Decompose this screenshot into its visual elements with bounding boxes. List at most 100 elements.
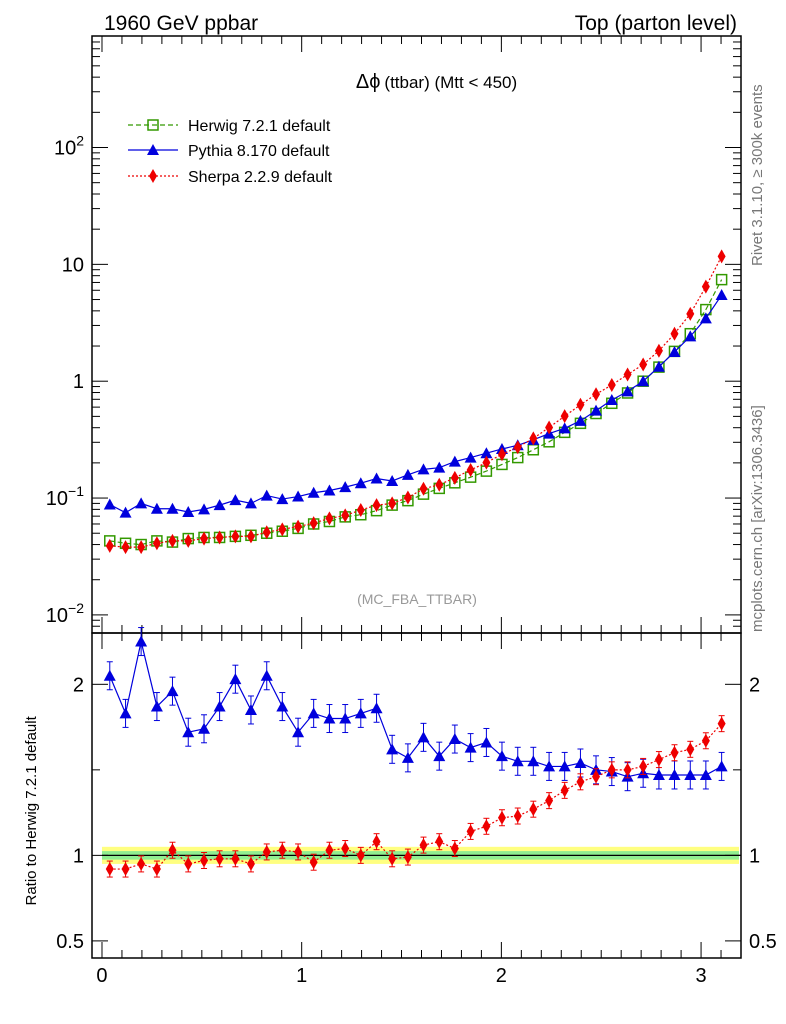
data-point-pythia <box>621 385 634 397</box>
data-point-sherpa <box>450 470 459 485</box>
ratio-point-pythia <box>166 685 179 697</box>
ratio-frame <box>91 632 742 959</box>
ratio-point-sherpa <box>105 862 114 877</box>
data-point-pythia <box>464 451 477 463</box>
legend-marker-sherpa <box>149 169 157 183</box>
ratio-point-pythia <box>684 768 697 780</box>
ratio-point-pythia <box>386 743 399 755</box>
ratio-point-sherpa <box>388 851 397 866</box>
data-point-sherpa <box>152 536 161 551</box>
data-point-sherpa <box>623 367 632 382</box>
data-point-sherpa <box>403 490 412 505</box>
data-point-sherpa <box>168 533 177 548</box>
ratio-point-sherpa <box>717 716 726 731</box>
data-point-pythia <box>292 490 305 502</box>
ratio-point-pythia <box>495 750 508 762</box>
data-point-pythia <box>684 330 697 342</box>
ratio-point-pythia <box>699 768 712 780</box>
data-point-sherpa <box>560 409 569 424</box>
data-point-pythia <box>323 484 336 496</box>
legend-marker-pythia <box>147 144 159 155</box>
chart-title-symbol: Δϕ <box>356 71 381 93</box>
ratio-point-pythia <box>574 757 587 768</box>
legend-label-pythia: Pythia 8.170 default <box>188 143 330 160</box>
data-point-sherpa <box>545 420 554 435</box>
ratio-point-sherpa <box>403 850 412 865</box>
data-point-pythia <box>480 447 493 459</box>
ratio-point-sherpa <box>529 802 538 817</box>
ratio-point-pythia <box>244 703 257 715</box>
ratio-point-pythia <box>260 669 273 681</box>
data-point-sherpa <box>639 357 648 372</box>
data-point-sherpa <box>215 530 224 545</box>
ratio-point-sherpa <box>246 856 255 871</box>
ratio-point-sherpa <box>545 793 554 808</box>
data-point-pythia <box>103 498 116 510</box>
ratio-point-sherpa <box>639 759 648 774</box>
data-point-pythia <box>339 481 352 493</box>
ratio-point-pythia <box>433 750 446 762</box>
data-point-pythia <box>260 489 273 501</box>
data-point-pythia <box>637 375 650 387</box>
series-line-sherpa <box>109 256 723 548</box>
data-point-pythia <box>354 477 367 489</box>
data-point-pythia <box>401 468 414 480</box>
ratio-point-pythia <box>339 712 352 724</box>
ratio-ytick-label-left: 1 <box>73 845 84 867</box>
ratio-point-sherpa <box>121 862 130 877</box>
data-point-pythia <box>276 493 289 505</box>
data-point-sherpa <box>231 529 240 544</box>
data-point-pythia <box>150 502 163 514</box>
main-ytick-label: 10 <box>62 254 84 276</box>
ratio-point-sherpa <box>701 733 710 748</box>
ratio-point-sherpa <box>450 841 459 856</box>
ratio-point-sherpa <box>168 843 177 858</box>
mcplots-label: mcplots.cern.ch [arXiv:1306.3436] <box>749 405 766 632</box>
main-ytick-label: 10−1 <box>46 483 84 510</box>
ratio-point-pythia <box>292 726 305 738</box>
ratio-point-sherpa <box>576 774 585 789</box>
ratio-point-pythia <box>182 726 195 738</box>
ratio-point-sherpa <box>184 856 193 871</box>
ratio-point-pythia <box>417 731 430 743</box>
data-point-sherpa <box>717 249 726 264</box>
ratio-point-pythia <box>668 768 681 780</box>
data-point-sherpa <box>246 529 255 544</box>
data-point-pythia <box>558 422 571 434</box>
data-point-pythia <box>135 497 148 509</box>
data-point-sherpa <box>497 447 506 462</box>
data-point-pythia <box>715 289 728 301</box>
data-point-sherpa <box>121 540 130 555</box>
data-point-pythia <box>433 461 446 473</box>
ratio-ylabel: Ratio to Herwig 7.2.1 default <box>23 715 40 905</box>
data-point-sherpa <box>388 496 397 511</box>
data-point-sherpa <box>184 533 193 548</box>
data-point-sherpa <box>482 455 491 470</box>
data-point-pythia <box>574 414 587 426</box>
analysis-annotation: (MC_FBA_TTBAR) <box>357 591 477 607</box>
ratio-point-sherpa <box>231 851 240 866</box>
data-point-sherpa <box>466 462 475 477</box>
header-right: Top (parton level) <box>575 12 737 35</box>
data-point-sherpa <box>576 397 585 412</box>
ratio-point-pythia <box>652 768 665 780</box>
data-point-herwig <box>715 273 728 286</box>
ratio-point-pythia <box>150 700 163 712</box>
data-point-sherpa <box>137 540 146 555</box>
ratio-line-pythia <box>109 641 722 778</box>
data-point-sherpa <box>325 511 334 526</box>
data-point-sherpa <box>309 516 318 531</box>
data-point-pythia <box>652 360 665 372</box>
ratio-point-sherpa <box>560 783 569 798</box>
main-ytick-base: 10 <box>46 488 68 510</box>
data-point-pythia <box>590 404 603 416</box>
ratio-point-sherpa <box>262 844 271 859</box>
data-point-pythia <box>448 455 461 467</box>
data-point-pythia <box>386 474 399 486</box>
ratio-point-sherpa <box>152 862 161 877</box>
data-point-pythia <box>699 312 712 324</box>
ratio-panel: 0.5 0.5 1 1 2 2 0 1 2 3 Ratio to Herwig 7.2.1 defa… <box>23 627 777 987</box>
ratio-point-sherpa <box>607 762 616 777</box>
ratio-point-pythia <box>448 733 461 745</box>
ratio-point-pythia <box>558 760 571 772</box>
